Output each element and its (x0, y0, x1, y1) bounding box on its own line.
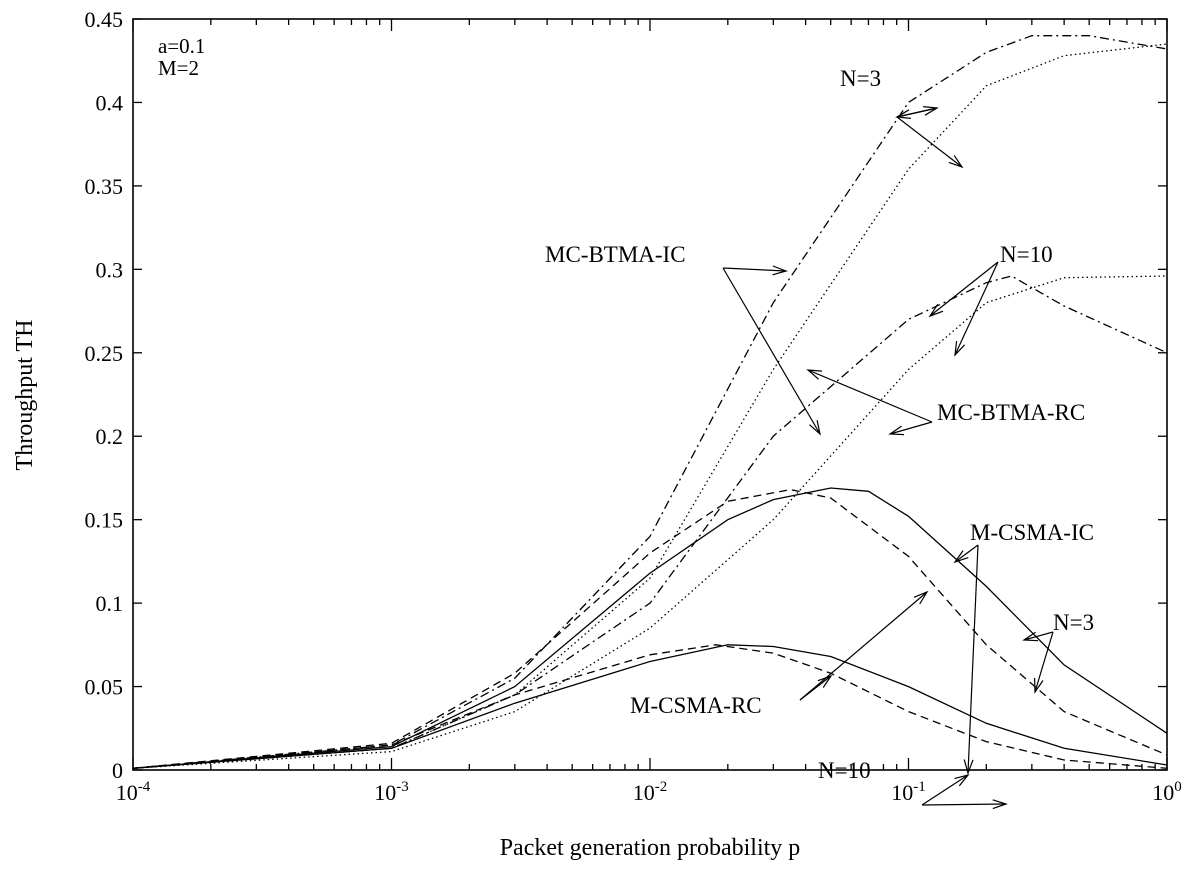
x-axis-label: Packet generation probability p (500, 835, 801, 861)
note-a: a=0.1 (158, 34, 205, 58)
series-line-6 (132, 488, 1168, 769)
arrowhead-15 (817, 674, 833, 688)
y-tick-label: 0.1 (96, 591, 124, 616)
plot-frame (132, 18, 1168, 771)
x-tick-label: 100 (1152, 779, 1182, 805)
arrowhead-4 (772, 265, 788, 276)
label-mc-btma-ic: MC-BTMA-IC (545, 242, 686, 267)
arrowhead-8 (806, 369, 823, 380)
series-line-8 (132, 644, 1168, 769)
series-line-2 (132, 43, 1168, 769)
arrowhead-9 (888, 425, 905, 436)
arrowhead-6 (928, 303, 944, 318)
arrowhead-13 (1034, 677, 1044, 694)
label-n10-csma: N=10 (818, 758, 871, 783)
annotation-arrow-10 (954, 544, 979, 563)
annotation-arrow-14 (799, 591, 928, 701)
annotation-arrow-7 (954, 261, 999, 356)
y-axis-label: Throughput TH (12, 320, 38, 471)
arrowhead-2 (923, 106, 939, 116)
y-tick-label: 0.45 (85, 7, 124, 32)
arrowhead-7 (954, 341, 966, 357)
arrowhead-3 (948, 155, 964, 169)
x-tick-label: 10-2 (633, 779, 668, 805)
annotation-arrow-16 (921, 774, 969, 806)
arrowhead-16 (954, 773, 970, 787)
x-tick-label: 10-1 (891, 779, 926, 805)
y-tick-label: 0.15 (85, 508, 124, 533)
y-tick-label: 0.05 (85, 675, 124, 700)
annotation-arrow-11 (967, 544, 979, 774)
y-tick-label: 0.3 (96, 257, 124, 282)
x-tick-label: 10-4 (116, 779, 151, 805)
arrowhead-14 (913, 590, 929, 605)
y-tick-label: 0.25 (85, 341, 124, 366)
annotation-arrow-17 (921, 803, 1007, 806)
arrowhead-11 (963, 759, 974, 775)
annotation-arrows (722, 106, 1054, 810)
y-tick-label: 0.2 (96, 424, 124, 449)
annotation-arrow-9 (889, 421, 933, 435)
series-layer (132, 35, 1168, 769)
annotation-arrow-8 (807, 369, 933, 423)
series-line-4 (132, 275, 1168, 769)
annotation-arrow-5 (722, 267, 821, 435)
y-tick-label: 0 (112, 758, 123, 783)
label-mc-btma-rc: MC-BTMA-RC (937, 400, 1085, 425)
annotation-arrow-13 (1034, 631, 1054, 693)
label-m-csma-ic: M-CSMA-IC (970, 520, 1094, 545)
annotation-arrow-3 (896, 116, 963, 168)
arrowhead-17 (992, 799, 1008, 810)
x-tick-label: 10-3 (374, 779, 409, 805)
y-axis: 0 0.05 0.1 0.15 0.2 0.25 0.3 0.35 0.4 0.45 (85, 7, 1167, 783)
x-axis: 10-4 10-3 10-2 10-1 100 (116, 19, 1182, 805)
y-tick-label: 0.4 (96, 90, 124, 115)
arrowhead-10 (953, 550, 969, 564)
label-n3-csma: N=3 (1053, 610, 1094, 635)
annotation-arrow-12 (1023, 631, 1054, 641)
arrowhead-5 (809, 420, 821, 436)
annotation-arrow-2 (896, 107, 938, 118)
arrowhead-12 (1022, 631, 1039, 642)
series-line-3 (132, 275, 1168, 769)
y-tick-label: 0.35 (85, 174, 124, 199)
label-n10-btma: N=10 (1000, 242, 1053, 267)
note-m: M=2 (158, 56, 199, 80)
series-line-7 (132, 644, 1168, 769)
series-line-5 (132, 487, 1168, 769)
label-m-csma-rc: M-CSMA-RC (630, 693, 762, 718)
annotation-arrow-4 (722, 267, 787, 272)
series-line-1 (132, 35, 1168, 769)
label-n3-btma: N=3 (840, 66, 881, 91)
annotation-arrow-6 (929, 261, 999, 317)
annotation-arrow-15 (799, 675, 832, 701)
